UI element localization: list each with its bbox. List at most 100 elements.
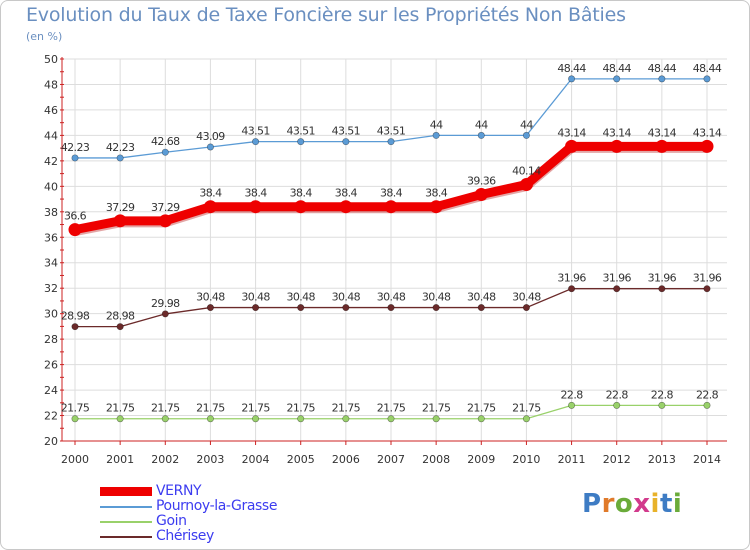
y-tick-label: 28 — [44, 333, 58, 346]
data-point — [158, 214, 172, 228]
data-label: 21.75 — [422, 402, 451, 415]
data-label: 48.44 — [557, 62, 586, 75]
x-tick-label: 2012 — [603, 453, 631, 466]
logo-letter: o — [614, 489, 634, 519]
axes: 20 22 24 26 28 30 32 34 36 38 40 42 44 46 48 50 2000 2001… — [44, 53, 727, 466]
y-tick-label: 34 — [44, 257, 58, 270]
data-point — [116, 323, 124, 331]
data-point — [249, 200, 263, 214]
data-point — [658, 285, 666, 293]
data-point — [703, 285, 711, 293]
data-label: 21.75 — [196, 402, 225, 415]
data-point — [342, 415, 350, 423]
grid-lines — [62, 58, 727, 442]
x-tick-label: 2003 — [196, 453, 224, 466]
x-tick-label: 2001 — [106, 453, 134, 466]
data-point — [206, 415, 214, 423]
data-point — [613, 285, 621, 293]
data-label: 43.51 — [241, 125, 270, 138]
data-point — [297, 304, 305, 312]
data-label: 43.14 — [648, 126, 677, 139]
data-point — [522, 304, 530, 312]
data-point — [294, 200, 308, 214]
data-point — [565, 139, 579, 153]
y-tick-label: 32 — [44, 282, 58, 295]
data-label: 21.75 — [377, 402, 406, 415]
data-label: 43.14 — [693, 126, 722, 139]
data-label: 22.8 — [696, 388, 719, 401]
y-tick-label: 48 — [44, 78, 58, 91]
data-point — [658, 75, 666, 83]
data-point — [161, 148, 169, 156]
data-labels: 42.23 42.23 42.68 43.09 43.51 43.51 43.51 43.51… — [61, 62, 723, 415]
y-tick-label: 20 — [44, 435, 58, 448]
data-point — [161, 310, 169, 318]
data-label: 44 — [520, 118, 533, 131]
data-point — [252, 304, 260, 312]
x-tick-label: 2006 — [332, 453, 360, 466]
data-point — [113, 214, 127, 228]
data-point — [568, 401, 576, 409]
data-label: 44 — [475, 118, 488, 131]
series-0 — [68, 139, 714, 237]
data-label: 43.09 — [196, 130, 225, 143]
data-point — [703, 75, 711, 83]
data-label: 21.75 — [106, 402, 135, 415]
y-tick-label: 38 — [44, 206, 58, 219]
data-point — [342, 304, 350, 312]
data-label: 38.4 — [199, 187, 222, 200]
x-tick-label: 2011 — [558, 453, 586, 466]
data-label: 40.14 — [512, 165, 541, 178]
y-tick-label: 46 — [44, 104, 58, 117]
y-tick-label: 40 — [44, 180, 58, 193]
data-point — [432, 415, 440, 423]
data-label: 30.48 — [196, 291, 225, 304]
data-point — [519, 178, 533, 192]
logo-letter: r — [601, 489, 615, 519]
data-label: 38.4 — [245, 187, 268, 200]
data-point — [613, 75, 621, 83]
data-point — [68, 223, 82, 237]
data-label: 21.75 — [332, 402, 361, 415]
legend-label: Chérisey — [156, 528, 214, 544]
chart-title: Evolution du Taux de Taxe Foncière sur l… — [26, 4, 626, 26]
data-point — [613, 401, 621, 409]
data-point — [432, 131, 440, 139]
data-point — [71, 415, 79, 423]
legend-swatch — [100, 506, 152, 508]
data-label: 21.75 — [512, 402, 541, 415]
data-label: 30.48 — [286, 291, 315, 304]
data-label: 22.8 — [561, 388, 584, 401]
legend-swatch — [100, 521, 152, 523]
data-label: 21.75 — [286, 402, 315, 415]
data-point — [568, 75, 576, 83]
x-tick-label: 2009 — [467, 453, 495, 466]
data-label: 48.44 — [602, 62, 631, 75]
y-tick-label: 42 — [44, 155, 58, 168]
data-label: 38.4 — [425, 187, 448, 200]
data-point — [252, 138, 260, 146]
data-label: 31.96 — [557, 272, 586, 285]
data-point — [252, 415, 260, 423]
data-label: 28.98 — [61, 310, 90, 323]
logo-letter: x — [633, 489, 651, 519]
data-label: 31.96 — [648, 272, 677, 285]
y-tick-label: 50 — [44, 53, 58, 66]
x-tick-label: 2008 — [422, 453, 450, 466]
data-label: 43.51 — [286, 125, 315, 138]
series-2 — [71, 401, 711, 423]
data-point — [297, 138, 305, 146]
logo-letter: i — [650, 489, 660, 519]
data-label: 48.44 — [648, 62, 677, 75]
proxiti-logo: Proxiti — [582, 489, 682, 519]
x-tick-label: 2005 — [287, 453, 315, 466]
data-label: 43.14 — [602, 126, 631, 139]
data-point — [206, 143, 214, 151]
y-tick-label: 24 — [44, 384, 58, 397]
data-point — [387, 415, 395, 423]
data-point — [703, 401, 711, 409]
data-label: 43.14 — [557, 126, 586, 139]
data-label: 30.48 — [332, 291, 361, 304]
series-1 — [71, 75, 711, 162]
data-label: 48.44 — [693, 62, 722, 75]
